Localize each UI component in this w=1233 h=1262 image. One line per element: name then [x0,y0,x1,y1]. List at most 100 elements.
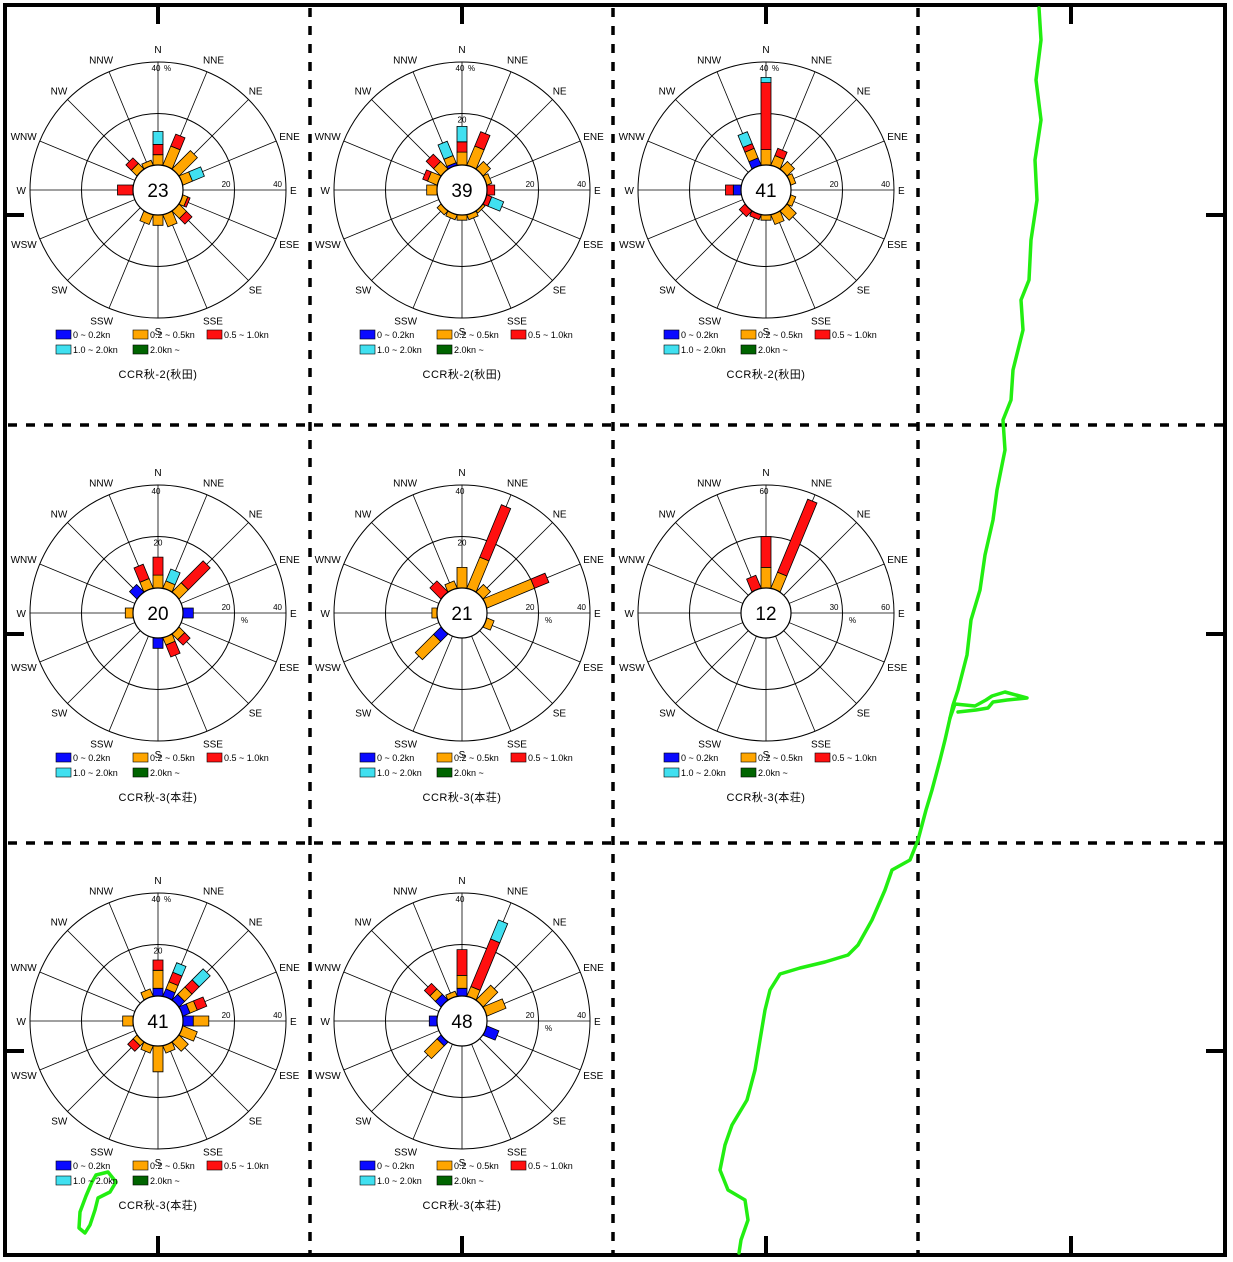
rose-tick-label: 40 [577,1011,586,1020]
legend-label: 0 ~ 0.2kn [377,1161,414,1171]
rose-unit-label: % [241,616,248,625]
direction-label: SSW [394,1147,417,1158]
rose-spoke [479,207,553,281]
direction-label: NNE [203,887,224,898]
rose-spoke [647,140,744,181]
wind-rose-panel: 48 N NNE NE ENE E ESE SE SSE S SSW SW WSW W WNW NW NNW 20… [315,876,605,1212]
rose-spoke [108,71,149,168]
legend-label: 2.0kn ~ [758,768,788,778]
direction-label: WNW [11,963,38,974]
rose-bar [426,184,438,196]
direction-label: N [762,468,769,479]
direction-label: WNW [619,132,646,143]
direction-label: SSW [90,316,113,327]
rose-tick-label: 20 [222,1011,231,1020]
rose-spoke [716,212,757,309]
rose-bar [177,632,191,646]
rose-tick-label: 20 [526,1011,535,1020]
direction-label: N [154,468,161,479]
direction-label: N [458,876,465,887]
direction-label: E [290,609,297,620]
rose-bar [456,151,468,166]
direction-label: W [321,609,331,620]
coastline-island [77,1170,118,1235]
legend-swatch [359,329,376,340]
legend-label: 1.0 ~ 2.0kn [681,345,726,355]
rose-bar [422,169,432,182]
legend-label: 0.5 ~ 1.0kn [224,330,269,340]
legend-swatch [740,344,757,355]
direction-label: SSE [203,1147,223,1158]
rose-bar [456,567,468,589]
rose-spoke [484,622,581,663]
rose-spoke [343,563,440,604]
direction-label: ENE [583,555,604,566]
rose-spoke [39,971,136,1012]
rose-bar [152,1045,164,1073]
rose-bar [191,968,211,988]
rose-spoke [108,902,149,999]
rose-bar [470,938,501,991]
rose-spoke [180,1030,277,1071]
direction-label: ESE [583,1071,603,1082]
direction-label: SW [355,1117,372,1128]
rose-spoke [67,1038,141,1112]
legend-label: 0.2 ~ 0.5kn [150,1161,195,1171]
rose-bar [192,1015,210,1027]
rose-bar [152,143,164,156]
direction-label: NW [51,86,68,97]
legend-label: 0.2 ~ 0.5kn [454,753,499,763]
direction-label: ENE [583,963,604,974]
rose-tick-label: 40 [577,180,586,189]
rose-unit-label: % [772,64,779,73]
rose-spoke [783,630,857,704]
legend-swatch [510,329,527,340]
rose-spoke [647,622,744,663]
direction-label: N [154,45,161,56]
rose-bar [760,567,772,589]
legend-swatch [55,1175,72,1186]
rose-tick-label: 40 [152,64,161,73]
direction-label: SSW [90,739,113,750]
rose-spoke [775,635,816,732]
direction-label: N [154,876,161,887]
rose-spoke [67,930,141,1004]
wind-rose-panel: 20 N NNE NE ENE E ESE SE SSE S SSW SW WSW W WNW NW NNW 20… [11,468,301,804]
rose-spoke [371,207,445,281]
map-frame [3,3,1227,1257]
direction-label: NNE [507,887,528,898]
direction-label: WSW [11,1071,37,1082]
rose-center-count: 23 [147,181,168,202]
legend-swatch [814,752,831,763]
rose-tick-label: 20 [154,539,163,548]
rose-tick-label: 20 [458,539,467,548]
rose-spoke [479,630,553,704]
legend-swatch [132,752,149,763]
direction-label: SW [51,709,68,720]
direction-label: E [898,186,905,197]
rose-center-count: 41 [755,181,776,202]
legend-label: 0.5 ~ 1.0kn [832,330,877,340]
rose-bar [152,637,164,649]
rose-bar [183,196,191,208]
direction-label: WSW [11,240,37,251]
direction-label: NNW [697,56,721,67]
rose-bar [774,147,788,160]
direction-label: SE [857,709,871,720]
direction-label: ENE [583,132,604,143]
rose-tick-label: 40 [881,180,890,189]
rose-bar [188,166,205,182]
legend-label: 0.2 ~ 0.5kn [454,330,499,340]
legend-swatch [359,344,376,355]
legend-label: 0.5 ~ 1.0kn [224,1161,269,1171]
rose-spoke [343,199,440,240]
rose-unit-label: % [545,1024,552,1033]
rose-tick-label: 20 [526,603,535,612]
rose-spoke [39,622,136,663]
rose-spoke [783,99,857,173]
direction-label: SE [553,286,567,297]
rose-spoke [783,207,857,281]
rose-bar [732,184,742,196]
rose-bar [456,949,468,976]
rose-spoke [167,1043,208,1140]
